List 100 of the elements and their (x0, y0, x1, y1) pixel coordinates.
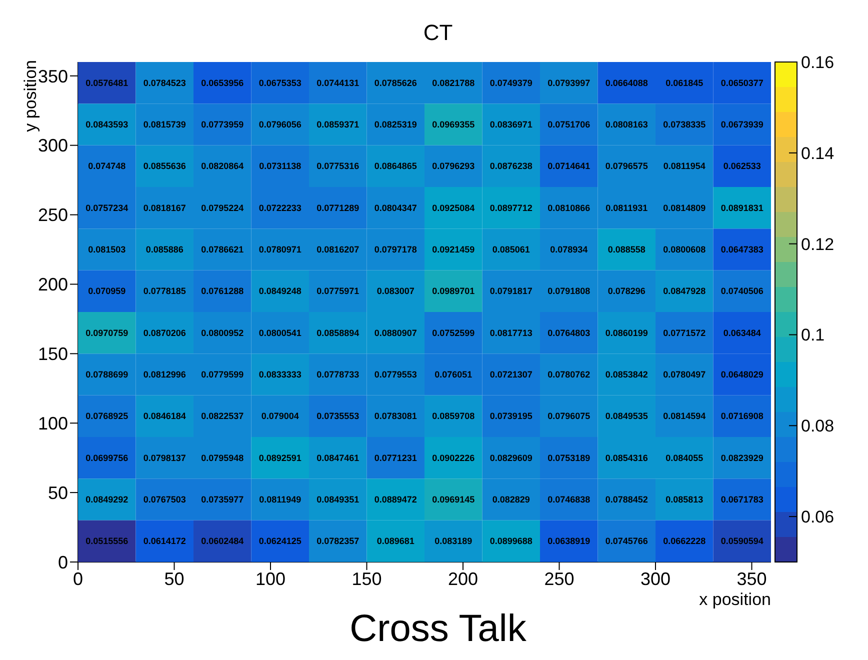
data-label: 0.085886 (146, 244, 184, 254)
data-label: 0.0814809 (663, 202, 706, 213)
data-label: 0.0808163 (605, 120, 648, 130)
data-label: 0.0714641 (548, 161, 590, 172)
data-label: 0.0836971 (490, 120, 532, 130)
x-tick-label: 200 (448, 568, 478, 589)
data-label: 0.0818167 (143, 202, 186, 213)
data-label: 0.0970759 (86, 328, 128, 338)
data-label: 0.0771231 (374, 452, 417, 463)
data-label: 0.0699756 (86, 452, 128, 463)
data-label: 0.0825319 (374, 120, 417, 130)
data-label: 0.0812996 (143, 370, 186, 380)
data-label: 0.0590594 (720, 536, 764, 546)
data-label: 0.0847461 (316, 452, 360, 463)
data-label: 0.0780971 (258, 244, 302, 254)
data-label: 0.0735553 (316, 411, 360, 422)
x-tick-label: 350 (736, 568, 767, 589)
data-label: 0.0811931 (606, 202, 648, 213)
data-label: 0.0902226 (432, 452, 475, 463)
data-label: 0.0650377 (720, 78, 764, 88)
data-label: 0.0859371 (316, 120, 360, 130)
data-label: 0.0778185 (143, 286, 186, 296)
data-label: 0.0671783 (720, 494, 764, 504)
data-label: 0.0847928 (663, 286, 706, 296)
data-label: 0.0771572 (663, 328, 706, 338)
data-label: 0.0675353 (258, 78, 302, 88)
data-label: 0.0843593 (86, 120, 128, 130)
data-label: 0.0740506 (720, 286, 764, 296)
text: Cross Talk (348, 608, 528, 651)
color-bar-label: 0.08 (801, 416, 834, 436)
data-label: 0.078296 (608, 286, 646, 296)
data-label: 0.0829609 (490, 452, 532, 463)
data-label: 0.0899688 (490, 536, 532, 546)
data-label: 0.0849351 (316, 494, 360, 504)
data-label: 0.0816207 (316, 244, 360, 254)
data-label: 0.0821788 (432, 78, 475, 88)
data-label: 0.0767503 (143, 494, 186, 504)
data-label: 0.0797178 (374, 244, 417, 254)
data-label: 0.0739195 (490, 411, 532, 422)
data-label: 0.0576481 (86, 78, 128, 88)
chart-title: CT (422, 20, 454, 46)
data-label: 0.0864865 (374, 161, 417, 172)
data-label: 0.0796293 (432, 161, 475, 172)
x-tick-label: 150 (352, 568, 382, 589)
data-label: 0.0749379 (490, 78, 532, 88)
data-label: 0.0738335 (663, 120, 706, 130)
data-label: 0.0648029 (720, 370, 764, 380)
data-label: 0.0921459 (432, 244, 475, 254)
data-label: 0.0860199 (605, 328, 648, 338)
data-label: 0.0969355 (432, 120, 475, 130)
data-label: 0.079004 (261, 411, 299, 422)
data-label: 0.0822537 (201, 411, 244, 422)
data-label: 0.070959 (88, 286, 126, 296)
data-label: 0.0815739 (143, 120, 186, 130)
data-label: 0.0721307 (490, 370, 532, 380)
data-label: 0.0731138 (259, 161, 302, 172)
data-label: 0.061845 (666, 78, 704, 88)
data-label: 0.0989701 (432, 286, 475, 296)
y-axis-title: y position (21, 60, 40, 132)
data-label: 0.0653956 (201, 78, 244, 88)
data-label: 0.0664088 (605, 78, 648, 88)
x-tick-label: 300 (640, 568, 671, 589)
data-label: 0.0647383 (720, 244, 764, 254)
data-label: 0.0757234 (86, 202, 128, 213)
data-label: 0.0796075 (548, 411, 590, 422)
data-label: 0.076051 (434, 370, 472, 380)
data-label: 0.0810866 (548, 202, 590, 213)
data-label: 0.0602484 (201, 536, 244, 546)
color-bar-label: 0.1 (801, 326, 825, 345)
y-tick-label: 250 (38, 205, 68, 226)
data-label: 0.083189 (434, 536, 472, 546)
data-label: 0.0773959 (201, 120, 244, 130)
data-label: 0.0791808 (548, 286, 590, 296)
data-label: 0.089681 (376, 536, 414, 546)
data-label: 0.0793997 (548, 78, 590, 88)
data-label: 0.0779553 (374, 370, 417, 380)
data-label: 0.0817713 (490, 328, 532, 338)
y-tick-label: 200 (38, 274, 68, 295)
data-label: 0.074748 (88, 161, 126, 172)
data-label: 0.0798137 (143, 452, 186, 463)
data-label: 0.0820864 (201, 161, 244, 172)
y-tick-label: 50 (48, 482, 68, 503)
data-label: 0.085813 (666, 494, 704, 504)
color-bar-label: 0.06 (801, 508, 834, 527)
data-label: 0.0744131 (316, 78, 360, 88)
data-label: 0.0811954 (663, 161, 706, 172)
data-label: 0.0892591 (258, 452, 302, 463)
data-label: 0.0768925 (86, 411, 128, 422)
data-label: 0.0969145 (432, 494, 475, 504)
x-tick-label: 0 (72, 568, 84, 589)
y-tick-label: 0 (58, 552, 68, 572)
data-label: 0.088558 (608, 244, 646, 254)
data-label: 0.0785626 (374, 78, 417, 88)
data-label: 0.0779599 (201, 370, 244, 380)
data-label: 0.0775971 (316, 286, 360, 296)
data-label: 0.0889472 (374, 494, 417, 504)
data-label: 0.0795948 (201, 452, 244, 463)
data-label: 0.0775316 (316, 161, 360, 172)
data-label: 0.0638919 (548, 536, 590, 546)
data-label: 0.0853842 (605, 370, 648, 380)
